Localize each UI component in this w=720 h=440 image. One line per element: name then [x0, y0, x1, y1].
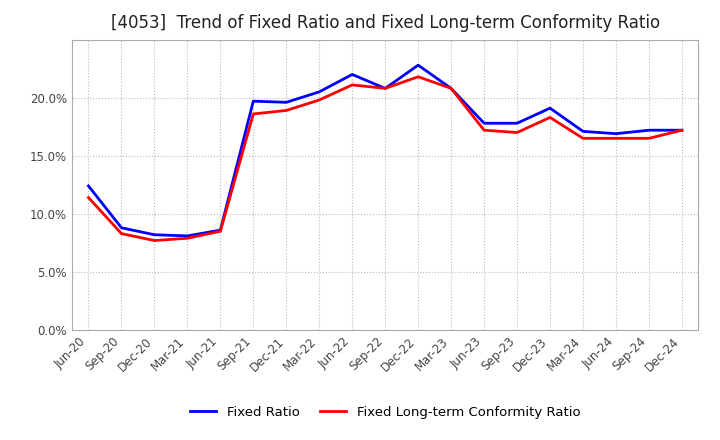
- Fixed Long-term Conformity Ratio: [183, 235, 192, 241]
- Fixed Long-term Conformity Ratio: [150, 238, 158, 243]
- Fixed Ratio: [315, 89, 323, 95]
- Fixed Long-term Conformity Ratio: [447, 86, 456, 91]
- Fixed Ratio: [381, 86, 390, 91]
- Title: [4053]  Trend of Fixed Ratio and Fixed Long-term Conformity Ratio: [4053] Trend of Fixed Ratio and Fixed Lo…: [111, 15, 660, 33]
- Fixed Ratio: [546, 106, 554, 111]
- Fixed Ratio: [348, 72, 356, 77]
- Fixed Long-term Conformity Ratio: [348, 82, 356, 88]
- Fixed Ratio: [249, 99, 258, 104]
- Fixed Long-term Conformity Ratio: [480, 128, 488, 133]
- Fixed Ratio: [447, 86, 456, 91]
- Fixed Long-term Conformity Ratio: [216, 229, 225, 234]
- Fixed Long-term Conformity Ratio: [513, 130, 521, 135]
- Fixed Ratio: [579, 129, 588, 134]
- Fixed Long-term Conformity Ratio: [678, 128, 686, 133]
- Fixed Long-term Conformity Ratio: [84, 195, 93, 200]
- Fixed Long-term Conformity Ratio: [249, 111, 258, 117]
- Fixed Long-term Conformity Ratio: [117, 231, 126, 236]
- Fixed Ratio: [644, 128, 653, 133]
- Fixed Long-term Conformity Ratio: [381, 86, 390, 91]
- Fixed Long-term Conformity Ratio: [546, 115, 554, 120]
- Fixed Ratio: [216, 227, 225, 233]
- Fixed Ratio: [183, 233, 192, 238]
- Fixed Long-term Conformity Ratio: [282, 108, 291, 113]
- Fixed Ratio: [612, 131, 621, 136]
- Fixed Long-term Conformity Ratio: [414, 74, 423, 79]
- Fixed Ratio: [117, 225, 126, 231]
- Fixed Long-term Conformity Ratio: [315, 97, 323, 103]
- Fixed Ratio: [84, 183, 93, 189]
- Fixed Long-term Conformity Ratio: [612, 136, 621, 141]
- Fixed Long-term Conformity Ratio: [579, 136, 588, 141]
- Fixed Ratio: [414, 62, 423, 68]
- Fixed Ratio: [282, 100, 291, 105]
- Fixed Ratio: [150, 232, 158, 238]
- Line: Fixed Ratio: Fixed Ratio: [89, 65, 682, 236]
- Fixed Ratio: [513, 121, 521, 126]
- Fixed Ratio: [480, 121, 488, 126]
- Line: Fixed Long-term Conformity Ratio: Fixed Long-term Conformity Ratio: [89, 77, 682, 241]
- Legend: Fixed Ratio, Fixed Long-term Conformity Ratio: Fixed Ratio, Fixed Long-term Conformity …: [185, 400, 585, 424]
- Fixed Ratio: [678, 128, 686, 133]
- Fixed Long-term Conformity Ratio: [644, 136, 653, 141]
